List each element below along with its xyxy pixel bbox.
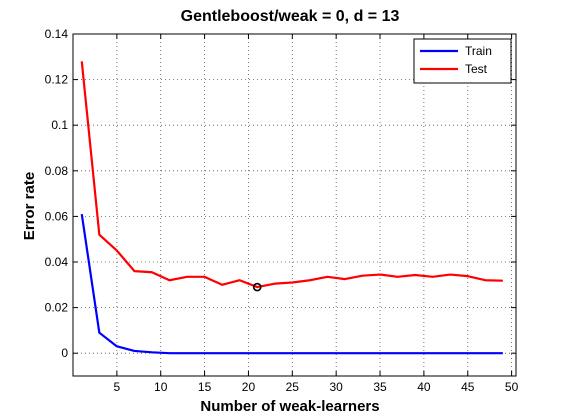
plot-area <box>73 34 516 376</box>
y-tick-label: 0.04 <box>45 255 69 269</box>
y-axis-label: Error rate <box>21 172 38 240</box>
x-tick-label: 20 <box>242 380 256 394</box>
x-tick-label: 50 <box>505 380 519 394</box>
y-tick-label: 0.1 <box>51 118 68 132</box>
x-tick-label: 25 <box>286 380 300 394</box>
legend-box <box>414 39 511 83</box>
x-tick-label: 10 <box>154 380 168 394</box>
x-tick-label: 30 <box>329 380 343 394</box>
y-tick-label: 0.02 <box>45 301 69 315</box>
chart-title: Gentleboost/weak = 0, d = 13 <box>181 8 400 25</box>
x-tick-label: 35 <box>373 380 387 394</box>
x-tick-label: 15 <box>198 380 212 394</box>
x-tick-label: 40 <box>417 380 431 394</box>
y-tick-label: 0.06 <box>45 209 69 223</box>
y-tick-label: 0.12 <box>45 73 69 87</box>
y-tick-label: 0.08 <box>45 164 69 178</box>
legend-label-test: Test <box>465 62 488 76</box>
legend-label-train: Train <box>465 44 492 58</box>
x-axis-label: Number of weak-learners <box>200 398 379 415</box>
legend: Train Test <box>414 39 511 83</box>
y-tick-label: 0.14 <box>45 27 69 41</box>
x-tick-label: 5 <box>114 380 121 394</box>
y-tick-label: 0 <box>61 346 68 360</box>
x-tick-label: 45 <box>461 380 475 394</box>
